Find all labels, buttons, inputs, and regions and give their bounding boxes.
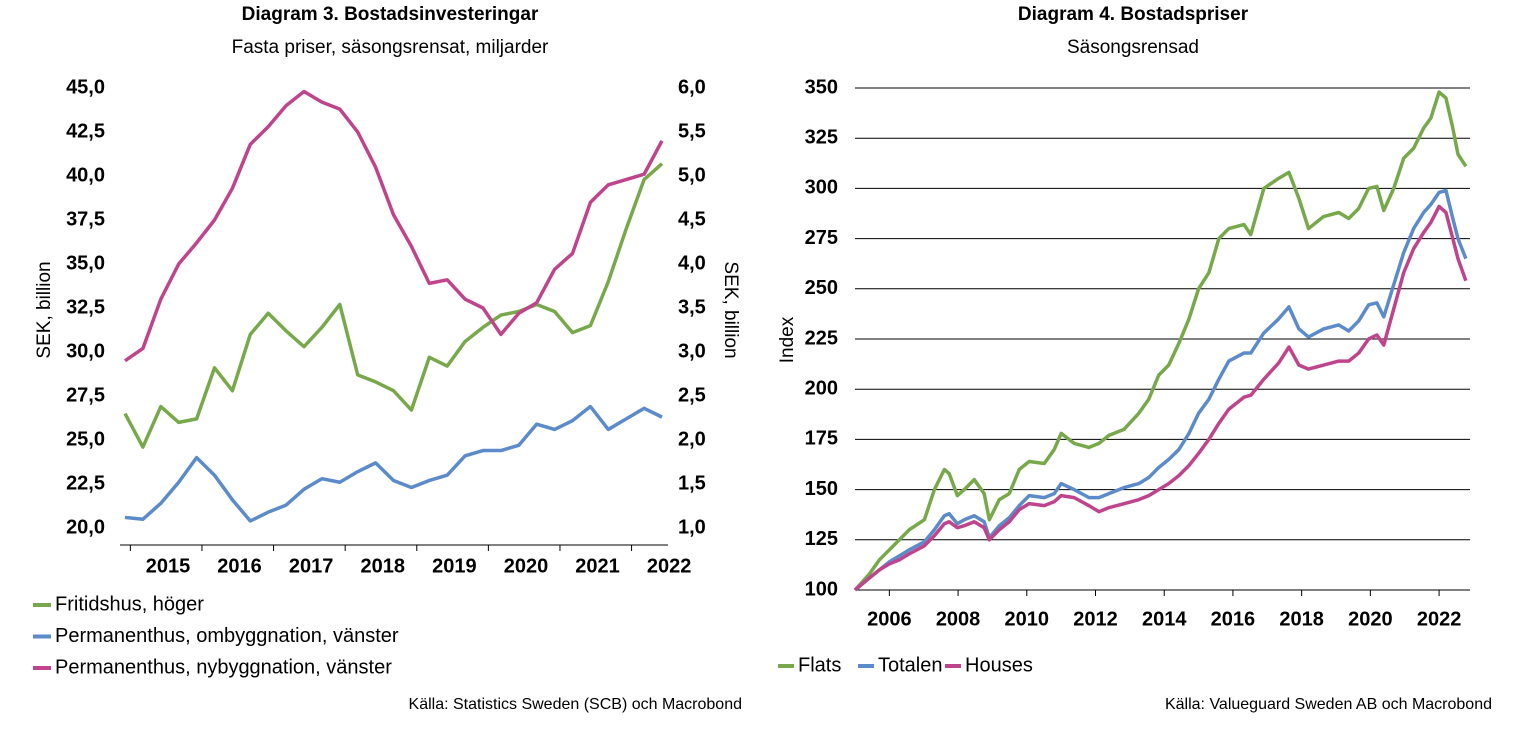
y2-tick-label: 1,5 (678, 472, 706, 494)
series-line (853, 188, 1468, 592)
x-tick-label: 2018 (361, 555, 406, 577)
y-tick-label: 20,0 (66, 516, 105, 538)
y-tick-label: 25,0 (66, 428, 105, 450)
y-tick-label: 350 (805, 76, 838, 98)
series-line (124, 404, 663, 523)
x-tick-label: 2022 (647, 555, 692, 577)
y-tick-label: 30,0 (66, 340, 105, 362)
y-tick-label: 40,0 (66, 164, 105, 186)
legend-label: Totalen (878, 654, 943, 676)
legend-label: Fritidshus, höger (55, 593, 204, 615)
x-tick-label: 2008 (936, 608, 981, 630)
x-tick-label: 2010 (1005, 608, 1050, 630)
y-tick-label: 200 (805, 377, 838, 399)
legend-label: Flats (798, 654, 841, 676)
y2-tick-label: 6,0 (678, 76, 706, 98)
legend-label: Permanenthus, nybyggnation, vänster (55, 656, 392, 678)
series-line (123, 162, 664, 449)
x-tick-label: 2017 (289, 555, 334, 577)
y-tick-label: 45,0 (66, 76, 105, 98)
legend-label: Houses (965, 654, 1033, 676)
x-tick-label: 2012 (1073, 608, 1118, 630)
y-tick-label: 300 (805, 177, 838, 199)
y2-tick-label: 5,5 (678, 120, 706, 142)
y-tick-label: 250 (805, 277, 838, 299)
y2-tick-label: 4,5 (678, 208, 706, 230)
y-tick-label: 275 (805, 227, 838, 249)
y-tick-label: 325 (805, 126, 838, 148)
x-tick-label: 2019 (432, 555, 477, 577)
y-axis-label: SEK, billion (34, 261, 55, 358)
series-line (853, 90, 1468, 592)
y2-axis-label: SEK, billion (720, 261, 741, 358)
y-tick-label: 125 (805, 528, 838, 550)
legend-label: Permanenthus, ombyggnation, vänster (55, 625, 399, 647)
y-tick-label: 150 (805, 478, 838, 500)
chart-title: Diagram 3. Bostadsinvesteringar (242, 4, 539, 25)
source: Källa: Valueguard Sweden AB och Macrobon… (1165, 696, 1492, 713)
x-tick-label: 2014 (1142, 608, 1187, 630)
x-tick-label: 2020 (504, 555, 549, 577)
y2-tick-label: 2,5 (678, 384, 706, 406)
x-tick-label: 2018 (1279, 608, 1324, 630)
y2-tick-label: 4,0 (678, 252, 706, 274)
y-tick-label: 37,5 (66, 208, 105, 230)
y-tick-label: 35,0 (66, 252, 105, 274)
series-line (853, 204, 1468, 592)
y-tick-label: 175 (805, 428, 838, 450)
y2-tick-label: 3,5 (678, 296, 706, 318)
x-tick-label: 2015 (146, 555, 191, 577)
y2-tick-label: 2,0 (678, 428, 706, 450)
series-line (124, 89, 664, 363)
x-tick-label: 2020 (1348, 608, 1393, 630)
x-tick-label: 2021 (575, 555, 620, 577)
y2-tick-label: 5,0 (678, 164, 706, 186)
x-tick-label: 2016 (217, 555, 262, 577)
chart-subtitle: Fasta priser, säsongsrensat, miljarder (232, 37, 549, 58)
chart-title: Diagram 4. Bostadspriser (1018, 4, 1249, 25)
y-tick-label: 225 (805, 327, 838, 349)
y2-tick-label: 1,0 (678, 516, 706, 538)
y-axis-label: Index (777, 316, 798, 363)
y-tick-label: 27,5 (66, 384, 105, 406)
x-tick-label: 2022 (1417, 608, 1462, 630)
y-tick-label: 22,5 (66, 472, 105, 494)
y-tick-label: 32,5 (66, 296, 105, 318)
y2-tick-label: 3,0 (678, 340, 706, 362)
x-tick-label: 2006 (867, 608, 912, 630)
x-tick-label: 2016 (1211, 608, 1256, 630)
y-tick-label: 42,5 (66, 120, 105, 142)
source: Källa: Statistics Sweden (SCB) och Macro… (409, 696, 742, 713)
y-tick-label: 100 (805, 578, 838, 600)
chart-subtitle: Säsongsrensad (1067, 37, 1199, 58)
